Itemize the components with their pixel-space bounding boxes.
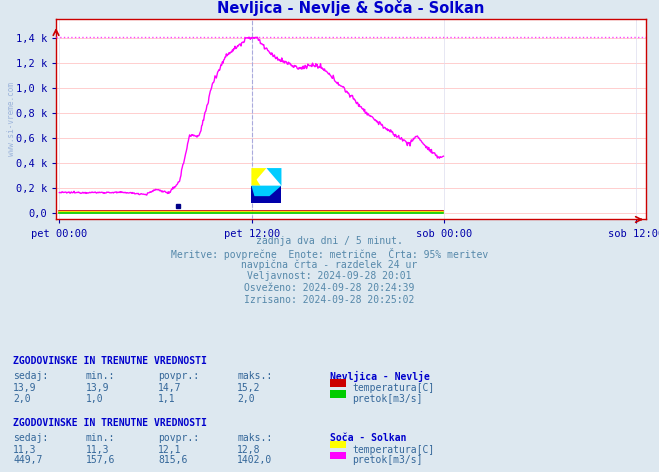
Text: 13,9: 13,9 — [86, 383, 109, 393]
Text: 157,6: 157,6 — [86, 455, 115, 465]
Text: 1,1: 1,1 — [158, 394, 176, 404]
Text: 12,1: 12,1 — [158, 445, 182, 455]
Text: www.si-vreme.com: www.si-vreme.com — [7, 82, 16, 156]
Text: 13,9: 13,9 — [13, 383, 37, 393]
Text: 815,6: 815,6 — [158, 455, 188, 465]
Text: povpr.:: povpr.: — [158, 371, 199, 381]
Polygon shape — [266, 168, 281, 185]
Text: 15,2: 15,2 — [237, 383, 261, 393]
Text: temperatura[C]: temperatura[C] — [353, 445, 435, 455]
Text: sedaj:: sedaj: — [13, 433, 48, 443]
Text: 1,0: 1,0 — [86, 394, 103, 404]
Polygon shape — [251, 178, 260, 185]
Text: 1402,0: 1402,0 — [237, 455, 272, 465]
Title: Nevljica - Nevlje & Soča - Solkan: Nevljica - Nevlje & Soča - Solkan — [217, 0, 484, 17]
Text: ZGODOVINSKE IN TRENUTNE VREDNOSTI: ZGODOVINSKE IN TRENUTNE VREDNOSTI — [13, 356, 207, 366]
Text: 12,8: 12,8 — [237, 445, 261, 455]
Text: Veljavnost: 2024-09-28 20:01: Veljavnost: 2024-09-28 20:01 — [247, 271, 412, 281]
Polygon shape — [251, 168, 266, 185]
Polygon shape — [251, 185, 281, 203]
Text: ZGODOVINSKE IN TRENUTNE VREDNOSTI: ZGODOVINSKE IN TRENUTNE VREDNOSTI — [13, 418, 207, 428]
Text: navpična črta - razdelek 24 ur: navpična črta - razdelek 24 ur — [241, 260, 418, 270]
Text: 2,0: 2,0 — [237, 394, 255, 404]
Text: maks.:: maks.: — [237, 371, 272, 381]
Text: povpr.:: povpr.: — [158, 433, 199, 443]
Text: temperatura[C]: temperatura[C] — [353, 383, 435, 393]
Text: 2,0: 2,0 — [13, 394, 31, 404]
Text: 11,3: 11,3 — [13, 445, 37, 455]
Text: Izrisano: 2024-09-28 20:25:02: Izrisano: 2024-09-28 20:25:02 — [244, 295, 415, 305]
Text: pretok[m3/s]: pretok[m3/s] — [353, 394, 423, 404]
Text: sedaj:: sedaj: — [13, 371, 48, 381]
Text: min.:: min.: — [86, 371, 115, 381]
Text: 449,7: 449,7 — [13, 455, 43, 465]
Text: 14,7: 14,7 — [158, 383, 182, 393]
Text: min.:: min.: — [86, 433, 115, 443]
Text: Nevljica - Nevlje: Nevljica - Nevlje — [330, 371, 430, 382]
Text: 11,3: 11,3 — [86, 445, 109, 455]
Text: maks.:: maks.: — [237, 433, 272, 443]
Text: Osveženo: 2024-09-28 20:24:39: Osveženo: 2024-09-28 20:24:39 — [244, 283, 415, 293]
Polygon shape — [251, 185, 281, 196]
Text: Soča - Solkan: Soča - Solkan — [330, 433, 406, 443]
Text: pretok[m3/s]: pretok[m3/s] — [353, 455, 423, 465]
Text: zadnja dva dni / 5 minut.: zadnja dva dni / 5 minut. — [256, 236, 403, 246]
Text: Meritve: povprečne  Enote: metrične  Črta: 95% meritev: Meritve: povprečne Enote: metrične Črta:… — [171, 248, 488, 260]
